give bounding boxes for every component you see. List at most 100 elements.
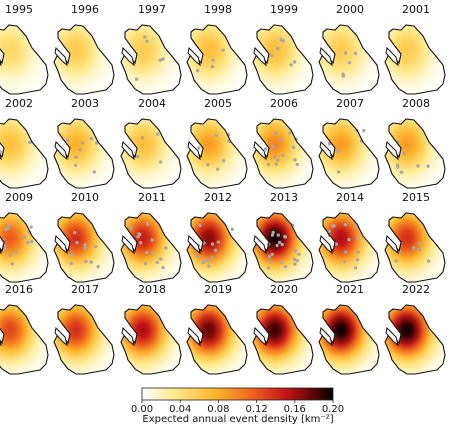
- event-point: [417, 248, 422, 252]
- event-point: [412, 246, 416, 250]
- event-point: [427, 259, 431, 263]
- map-panel-2001: [384, 24, 446, 95]
- event-point: [134, 77, 139, 81]
- event-point: [83, 243, 87, 247]
- map-panel-1996: [53, 24, 115, 95]
- map-panel-2005: [186, 118, 248, 189]
- colorbar-gradient: [141, 387, 334, 401]
- event-point: [29, 225, 33, 229]
- event-point: [295, 162, 299, 167]
- map-panel-2006: [252, 118, 314, 189]
- map-panel-2012: [186, 212, 248, 283]
- event-point: [75, 241, 79, 245]
- year-label-2009: 2009: [5, 191, 33, 204]
- event-point: [344, 250, 348, 254]
- map-panel-2010: [53, 212, 115, 283]
- density-field: [0, 213, 48, 282]
- event-point: [283, 265, 288, 269]
- event-point: [96, 265, 100, 269]
- year-label-2015: 2015: [402, 191, 430, 204]
- year-label-2012: 2012: [204, 191, 232, 204]
- event-point: [336, 170, 341, 174]
- event-point: [66, 138, 70, 142]
- year-panels-grid: 1995 1996 1997 1998 1999 2000 2001 2002 2003 2004…: [0, 3, 446, 375]
- event-point: [213, 248, 218, 252]
- event-point: [417, 241, 421, 246]
- year-label-2022: 2022: [402, 283, 430, 296]
- event-point: [276, 158, 280, 162]
- event-point: [362, 128, 366, 133]
- event-point: [355, 258, 360, 262]
- map-panel-2016: [0, 304, 49, 375]
- map-panel-2003: [53, 118, 115, 189]
- event-point: [276, 46, 280, 51]
- event-point: [158, 160, 163, 164]
- event-point: [10, 262, 14, 266]
- year-label-2006: 2006: [270, 97, 298, 110]
- event-point: [394, 259, 398, 263]
- event-point: [266, 266, 271, 270]
- event-point: [3, 246, 7, 250]
- event-point: [230, 227, 234, 231]
- event-point: [216, 167, 220, 171]
- event-point: [356, 236, 360, 240]
- colorbar-tick-label: 0.08: [207, 404, 229, 415]
- event-point: [354, 51, 358, 55]
- event-point: [28, 140, 32, 145]
- event-point: [74, 163, 78, 167]
- event-point: [150, 251, 154, 255]
- map-panel-1999: [252, 24, 314, 95]
- event-point: [210, 65, 215, 69]
- event-point: [279, 260, 283, 265]
- event-point: [143, 261, 148, 266]
- event-point: [270, 53, 274, 58]
- year-label-2016: 2016: [5, 283, 33, 296]
- event-point: [356, 250, 360, 254]
- map-panel-2008: [384, 118, 446, 189]
- event-point: [210, 255, 214, 260]
- event-point: [89, 136, 93, 141]
- event-point: [271, 230, 275, 235]
- event-point: [216, 240, 221, 244]
- event-point: [7, 223, 11, 227]
- event-point: [196, 255, 201, 259]
- colorbar-tick-label: 0.04: [169, 404, 191, 415]
- event-point: [94, 245, 98, 249]
- event-point: [9, 253, 13, 257]
- map-panel-1998: [186, 24, 248, 95]
- map-panel-1997: [120, 24, 182, 95]
- year-label-2011: 2011: [138, 191, 166, 204]
- event-point: [274, 162, 278, 166]
- event-point: [150, 238, 154, 242]
- event-point: [145, 39, 149, 43]
- event-point: [214, 133, 218, 137]
- map-panel-2020: [252, 304, 314, 375]
- event-point: [14, 249, 18, 254]
- map-panel-2018: [120, 304, 182, 375]
- event-point: [221, 48, 225, 52]
- event-point: [274, 131, 278, 135]
- event-point: [277, 240, 282, 245]
- event-point: [292, 257, 297, 261]
- year-label-2003: 2003: [71, 97, 99, 110]
- map-panel-2021: [318, 304, 380, 375]
- event-point: [136, 154, 140, 159]
- event-point: [72, 231, 77, 235]
- event-point: [280, 242, 284, 247]
- event-point: [198, 223, 202, 228]
- event-point: [426, 164, 430, 168]
- event-point: [271, 144, 275, 148]
- event-point: [273, 155, 277, 159]
- map-panel-2014: [318, 212, 380, 283]
- event-point: [267, 254, 272, 259]
- event-point: [81, 141, 85, 145]
- event-point: [74, 155, 78, 159]
- event-point: [283, 235, 287, 239]
- map-panel-2015: [384, 212, 446, 283]
- event-point: [270, 233, 275, 237]
- event-point: [292, 60, 297, 64]
- event-point: [94, 141, 99, 145]
- event-point: [89, 260, 93, 264]
- map-panel-2017: [53, 304, 115, 375]
